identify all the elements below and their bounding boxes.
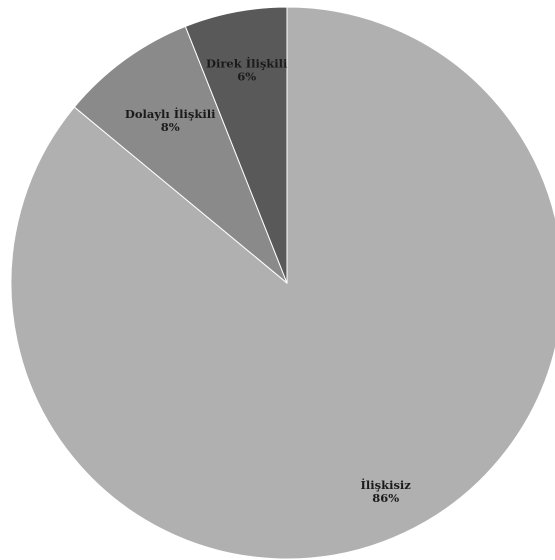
slices-layer bbox=[10, 6, 555, 560]
pie-slice-dolayli-iliskili bbox=[73, 25, 288, 284]
slice-value-label: 6% bbox=[237, 70, 256, 84]
slice-label-dolayli-iliskili: Dolaylı İlişkili 8% bbox=[125, 107, 216, 134]
slice-category-label: İlişkisiz bbox=[361, 478, 412, 492]
slice-value-label: 8% bbox=[161, 120, 180, 134]
labels-layer: İlişkisiz 86% Dolaylı İlişkili 8% Direk İliş… bbox=[125, 57, 411, 505]
slice-label-direk-iliskili: Direk İlişkili 6% bbox=[206, 57, 288, 84]
slice-label-iliskisiz: İlişkisiz 86% bbox=[361, 478, 412, 505]
slice-value-label: 86% bbox=[372, 491, 399, 505]
slice-category-label: Direk İlişkili bbox=[206, 57, 288, 71]
slice-category-label: Dolaylı İlişkili bbox=[125, 107, 216, 121]
pie-slice-direk-iliskili bbox=[184, 6, 288, 284]
pie-slice-iliskisiz bbox=[10, 6, 555, 560]
